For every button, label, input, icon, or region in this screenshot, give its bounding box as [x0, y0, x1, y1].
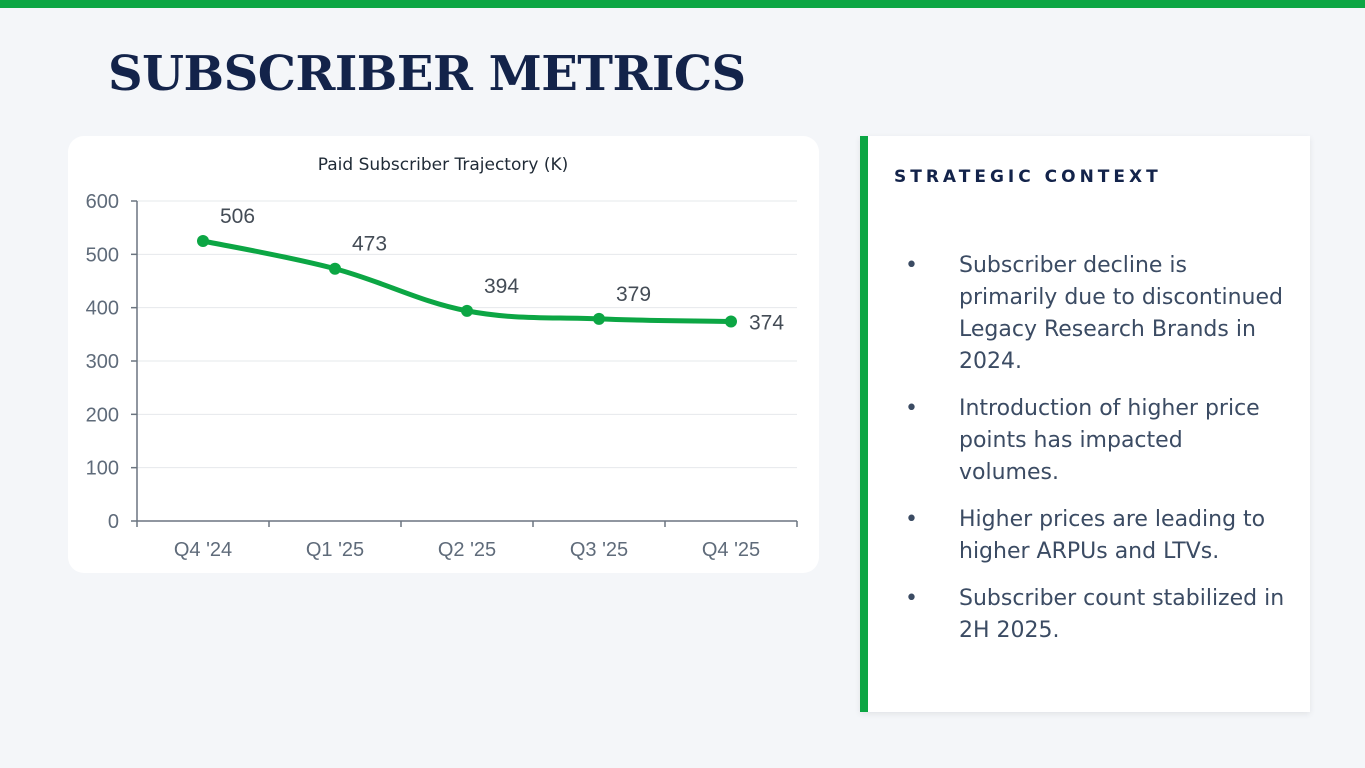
y-tick-label: 200 — [86, 404, 119, 426]
y-tick-label: 300 — [86, 351, 119, 373]
data-label: 473 — [352, 233, 387, 256]
strategic-context-panel: STRATEGIC CONTEXT • Subscriber decline i… — [860, 136, 1310, 712]
y-tick-label: 100 — [86, 458, 119, 480]
y-tick-label: 0 — [108, 511, 119, 533]
context-heading: STRATEGIC CONTEXT — [894, 167, 1162, 187]
bullet-icon: • — [905, 253, 918, 278]
chart-card: Paid Subscriber Trajectory (K) 0 100 200 30… — [68, 136, 819, 573]
context-bullet: • Introduction of higher price points ha… — [905, 393, 1285, 489]
context-bullet-text: Higher prices are leading to higher ARPU… — [959, 507, 1266, 564]
y-tick-label: 400 — [86, 298, 119, 320]
context-bullet-text: Subscriber decline is primarily due to d… — [959, 253, 1283, 374]
top-accent-bar — [0, 0, 1365, 8]
x-tick-label: Q4 '24 — [174, 539, 232, 561]
bullet-icon: • — [905, 586, 918, 611]
context-bullet: • Subscriber decline is primarily due to… — [905, 250, 1285, 378]
context-bullet: • Subscriber count stabilized in 2H 2025… — [905, 583, 1285, 647]
data-point — [329, 262, 341, 275]
data-label: 379 — [616, 283, 651, 306]
x-tick-label: Q2 '25 — [438, 539, 496, 561]
context-accent-bar — [860, 136, 868, 712]
x-tick-label: Q3 '25 — [570, 539, 628, 561]
chart-data-labels: 506 473 394 379 374 — [220, 205, 784, 335]
data-point — [197, 235, 209, 247]
chart-axes: 0 100 200 300 400 500 600 Q4 '24 Q1 '25 Q2 '25 Q3 … — [86, 191, 798, 561]
page-title: SUBSCRIBER METRICS — [108, 46, 746, 102]
data-point — [461, 304, 473, 317]
y-tick-label: 500 — [86, 244, 119, 266]
data-point — [593, 312, 605, 325]
x-tick-label: Q4 '25 — [702, 539, 760, 561]
chart-gridlines — [137, 200, 797, 469]
subscriber-line-chart: Paid Subscriber Trajectory (K) 0 100 200 30… — [86, 155, 798, 561]
chart-title: Paid Subscriber Trajectory (K) — [318, 155, 569, 175]
data-point — [725, 315, 737, 328]
data-label: 374 — [749, 312, 784, 335]
context-bullet-text: Introduction of higher price points has … — [959, 396, 1260, 485]
data-label: 506 — [220, 205, 255, 228]
x-tick-label: Q1 '25 — [306, 539, 364, 561]
y-tick-label: 600 — [86, 191, 119, 213]
chart-series — [197, 235, 737, 328]
context-bullet-list: • Subscriber decline is primarily due to… — [905, 250, 1285, 662]
bullet-icon: • — [905, 507, 918, 532]
context-bullet: • Higher prices are leading to higher AR… — [905, 504, 1285, 568]
context-bullet-text: Subscriber count stabilized in 2H 2025. — [959, 586, 1285, 643]
data-label: 394 — [484, 275, 519, 298]
bullet-icon: • — [905, 396, 918, 421]
